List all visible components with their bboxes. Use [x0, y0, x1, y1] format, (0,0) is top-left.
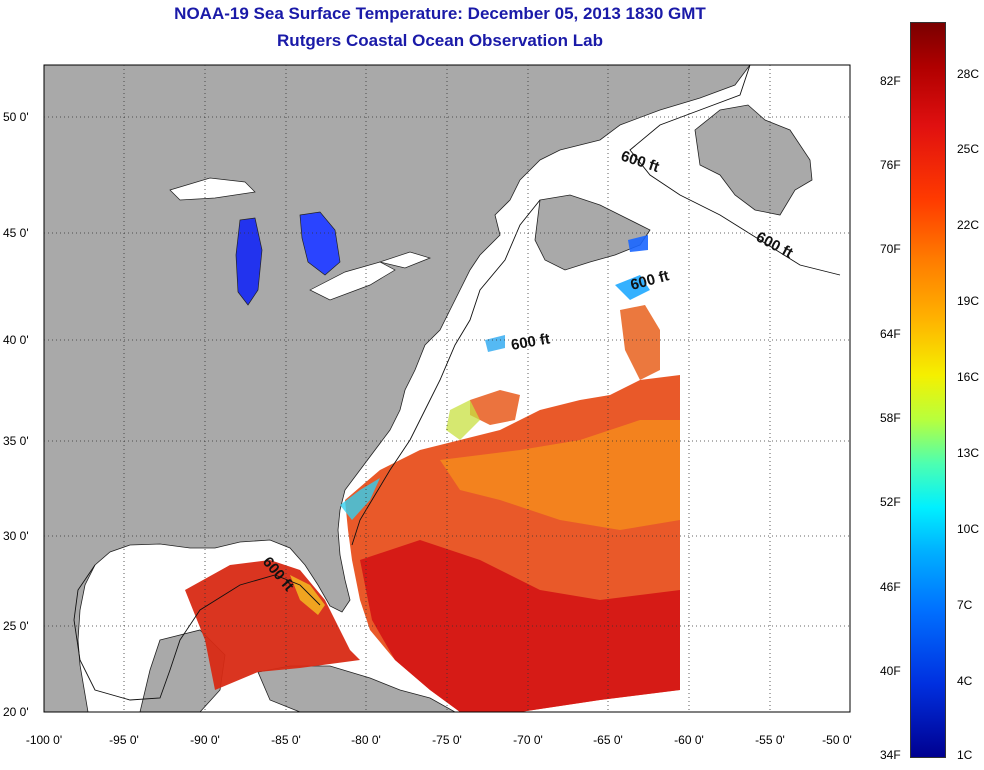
lat-label: 50 0' [3, 110, 29, 124]
colorbar-f-label: 58F [880, 411, 901, 425]
lon-label: -70 0' [513, 733, 543, 747]
lat-label: 35 0' [3, 434, 29, 448]
sst-cold-patch-3 [485, 335, 505, 352]
lat-label: 30 0' [3, 529, 29, 543]
colorbar-c-label: 4C [957, 674, 973, 688]
sst-cold-patch-2 [628, 235, 648, 252]
colorbar-f-label: 76F [880, 158, 901, 172]
lon-label: -95 0' [109, 733, 139, 747]
lat-label: 40 0' [3, 333, 29, 347]
lon-label: -80 0' [351, 733, 381, 747]
colorbar-c-label: 10C [957, 522, 980, 536]
colorbar-f-label: 34F [880, 748, 901, 762]
lon-label: -85 0' [271, 733, 301, 747]
colorbar-c-label: 1C [957, 748, 973, 762]
contour-label: 600 ft [510, 330, 552, 354]
colorbar-f-label: 64F [880, 327, 901, 341]
land-north-america [44, 65, 751, 712]
sst-gulfstream-north [470, 390, 520, 425]
sst-gulf-yellow [290, 575, 325, 615]
lat-label: 45 0' [3, 226, 29, 240]
sst-atlantic-orange [440, 420, 680, 530]
lon-label: -55 0' [755, 733, 785, 747]
colorbar-c-label: 7C [957, 598, 973, 612]
lon-label: -100 0' [26, 733, 62, 747]
lon-label: -65 0' [593, 733, 623, 747]
lon-label: -50 0' [822, 733, 852, 747]
longitude-labels: -100 0' -95 0' -90 0' -85 0' -80 0' -75 … [26, 733, 852, 747]
colorbar-f-label: 52F [880, 495, 901, 509]
sst-coastal-cyan [340, 478, 380, 520]
colorbar-c-label: 19C [957, 294, 980, 308]
title-line-2: Rutgers Coastal Ocean Observation Lab [277, 31, 603, 50]
lon-label: -90 0' [190, 733, 220, 747]
lat-label: 25 0' [3, 619, 29, 633]
colorbar-f-label: 70F [880, 242, 901, 256]
colorbar-f-label: 46F [880, 580, 901, 594]
colorbar-c-label: 13C [957, 446, 980, 460]
sst-yellow-patch [446, 400, 480, 440]
sst-cold-patch [615, 275, 650, 300]
depth-contours [73, 65, 841, 701]
colorbar-c-label: 28C [957, 67, 980, 81]
latitude-labels: 50 0' 45 0' 40 0' 35 0' 30 0' 25 0' 20 0… [3, 110, 29, 719]
great-lakes [169, 177, 432, 306]
title-line-1: NOAA-19 Sea Surface Temperature: Decembe… [174, 4, 706, 23]
land-newfoundland [694, 104, 813, 216]
land-maritimes [534, 194, 651, 271]
lon-label: -75 0' [432, 733, 462, 747]
colorbar-c-label: 25C [957, 142, 980, 156]
colorbar-c-label: 16C [957, 370, 980, 384]
colorbar-f-label: 40F [880, 664, 901, 678]
lon-label: -60 0' [674, 733, 704, 747]
colorbar-f-label: 82F [880, 74, 901, 88]
lat-label: 20 0' [3, 705, 29, 719]
colorbar-c-label: 22C [957, 218, 980, 232]
sst-north-patch [620, 305, 660, 380]
temperature-colorbar [910, 22, 946, 758]
